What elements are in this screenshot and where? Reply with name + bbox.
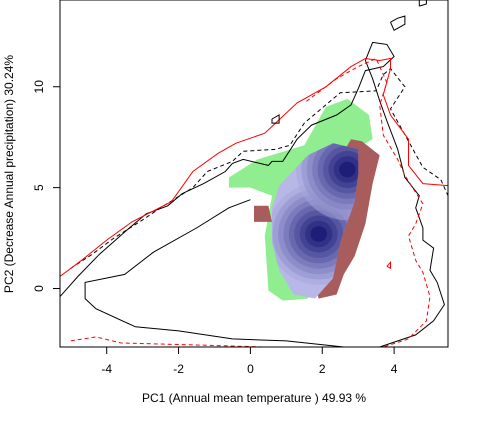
contour-line-6 — [60, 57, 448, 277]
density-3 — [272, 143, 359, 299]
contour-line-4 — [60, 41, 445, 347]
contour-line-10 — [271, 114, 280, 124]
x-axis-title: PC1 (Annual mean temperature ) 49.93 % — [142, 391, 366, 405]
contour-line-11 — [386, 260, 391, 270]
density-level-3-0-8 — [310, 226, 328, 242]
x-tick-label-1: -2 — [173, 362, 184, 376]
x-tick-label-3: 2 — [319, 362, 326, 376]
x-tick-label-4: 4 — [391, 362, 398, 376]
contour-line-9 — [418, 0, 427, 7]
density-level-3-1-8 — [339, 161, 356, 178]
plot-panel — [60, 0, 448, 347]
y-axis: 0 5 10 — [32, 80, 61, 292]
y-axis-title: PC2 (Decrease Annual precipitation) 30.2… — [2, 55, 16, 293]
y-tick-label-0: 0 — [32, 285, 46, 292]
y-tick-label-1: 5 — [32, 184, 46, 191]
region-2 — [254, 205, 272, 222]
x-tick-label-2: 0 — [247, 362, 254, 376]
x-axis: -4 -2 0 2 4 — [101, 346, 398, 376]
x-tick-label-0: -4 — [101, 362, 112, 376]
contour-line-7 — [70, 57, 431, 347]
contour-line-8 — [390, 15, 406, 32]
y-tick-label-2: 10 — [32, 80, 46, 94]
